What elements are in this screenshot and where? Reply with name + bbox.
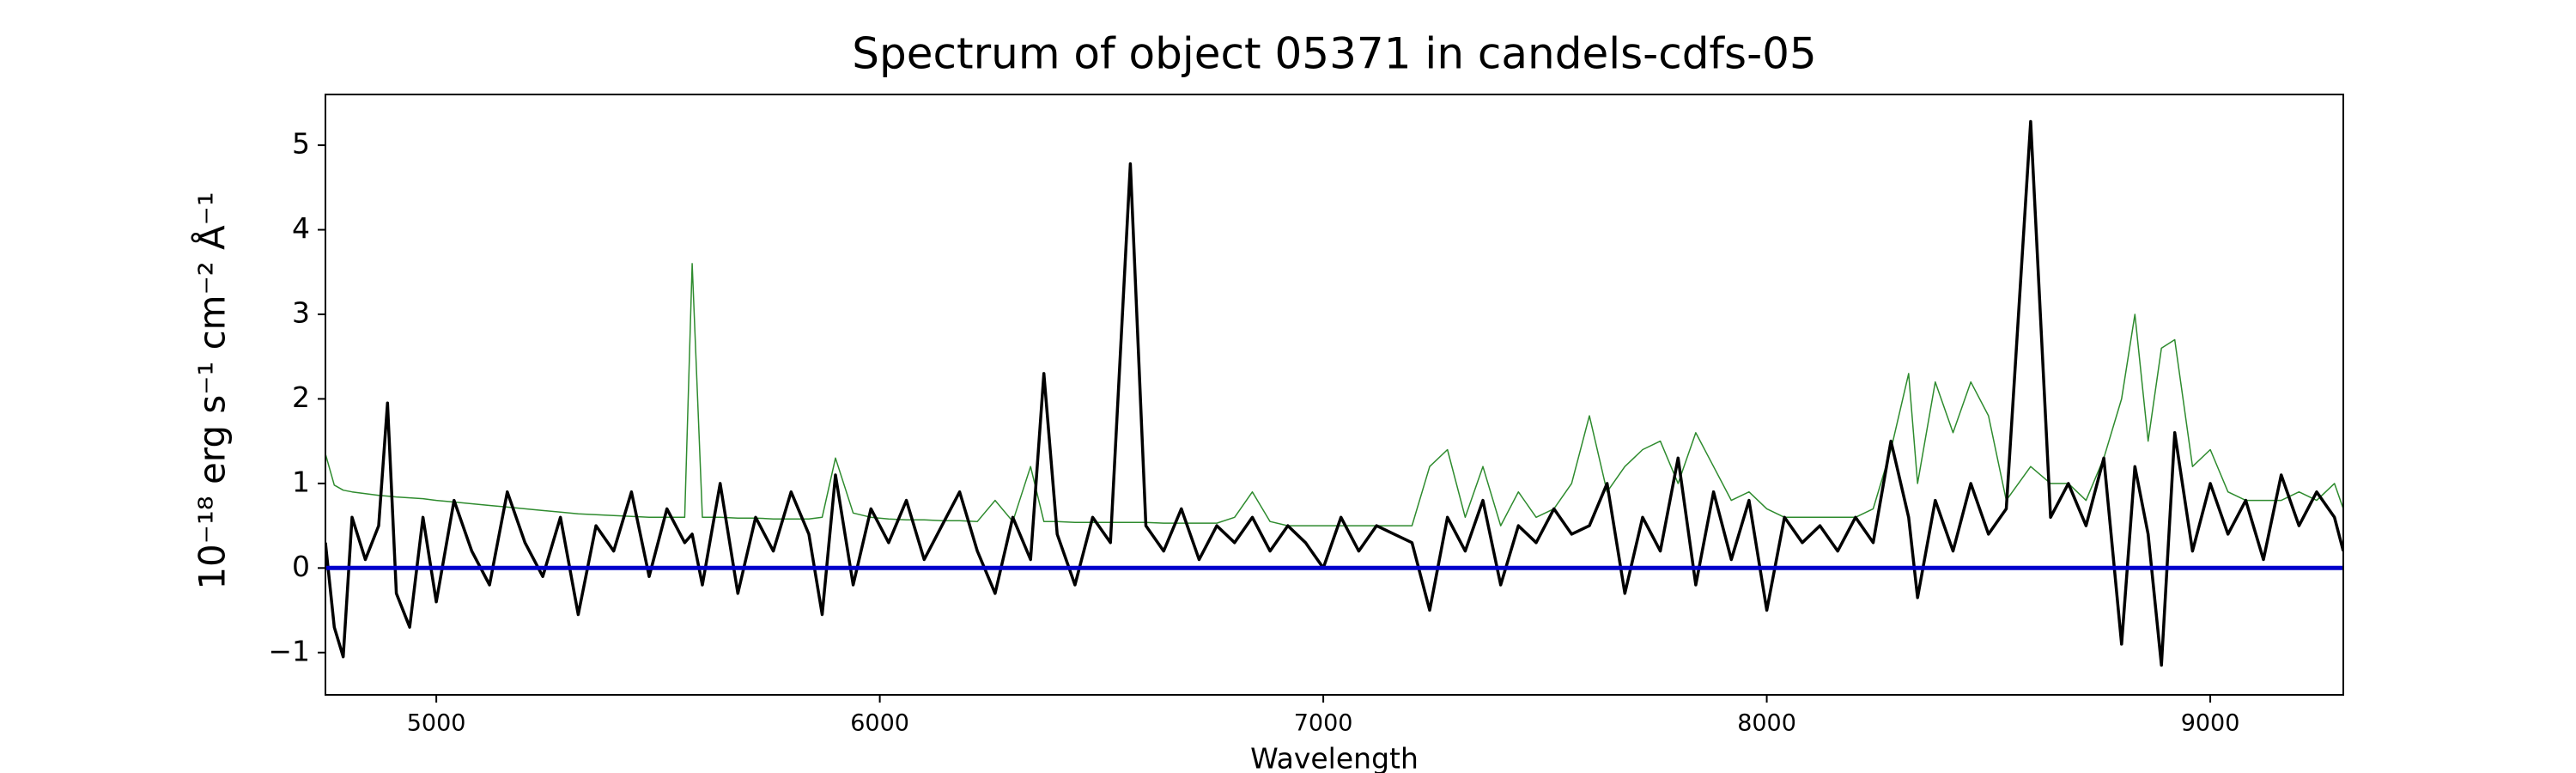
y-axis-label: 10⁻¹⁸ erg s⁻¹ cm⁻² Å⁻¹ bbox=[191, 192, 234, 589]
spectrum-line bbox=[325, 119, 2343, 667]
y-tick-label: 3 bbox=[292, 295, 310, 329]
y-tick-label: 2 bbox=[292, 380, 310, 414]
x-axis-label: Wavelength bbox=[1250, 742, 1419, 773]
y-tick-label: 4 bbox=[292, 211, 310, 245]
x-tick-label: 6000 bbox=[850, 710, 909, 737]
y-tick-label: 5 bbox=[292, 127, 310, 161]
plot-frame bbox=[325, 94, 2344, 696]
x-tick-label: 9000 bbox=[2181, 710, 2240, 737]
x-tick-label: 7000 bbox=[1294, 710, 1353, 737]
y-tick-label: 0 bbox=[292, 550, 310, 583]
spectrum-line bbox=[325, 263, 2343, 526]
x-tick-label: 8000 bbox=[1737, 710, 1796, 737]
x-tick-label: 5000 bbox=[407, 710, 466, 737]
y-tick-label: −1 bbox=[268, 634, 310, 667]
chart-title: Spectrum of object 05371 in candels-cdfs… bbox=[852, 29, 1817, 79]
y-tick-label: 1 bbox=[292, 465, 310, 498]
